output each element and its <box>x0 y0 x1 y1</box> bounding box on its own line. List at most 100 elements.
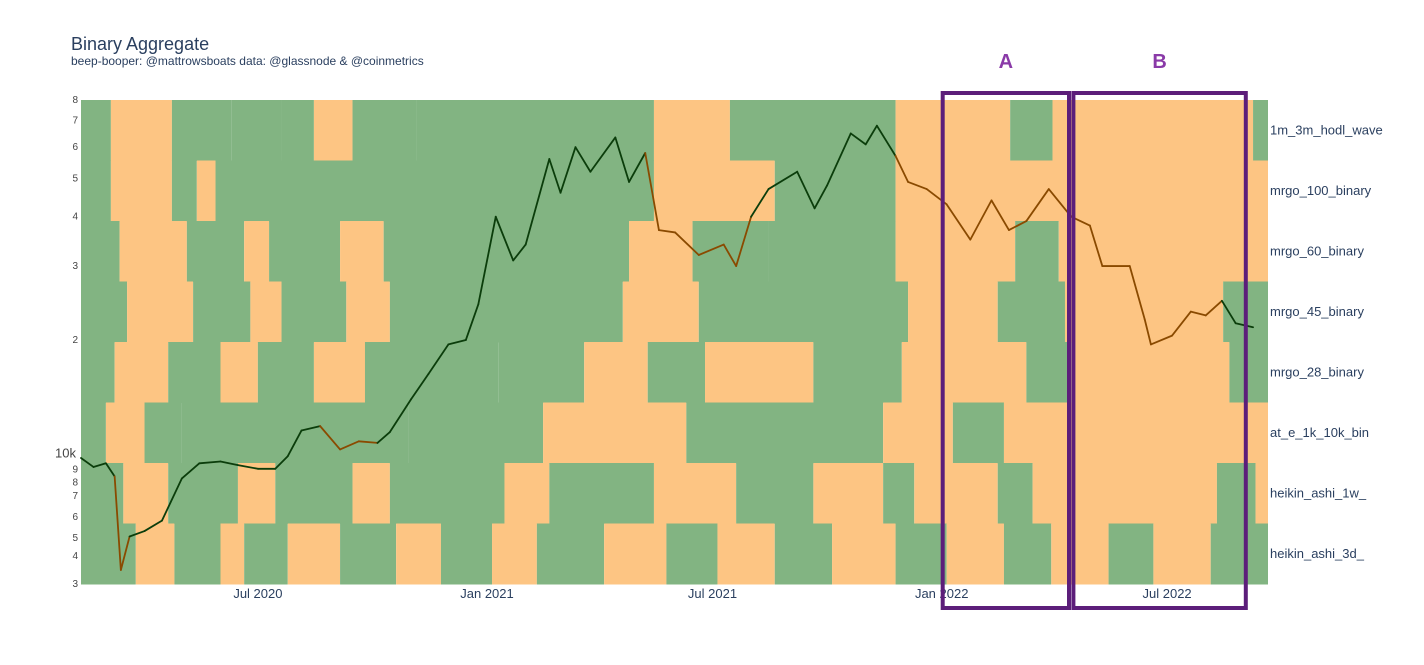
heatmap-cell <box>997 281 1065 343</box>
price-line-segment <box>864 124 878 146</box>
heatmap-cell <box>244 523 288 585</box>
heatmap-cell <box>81 402 106 464</box>
heatmap-cell <box>1032 463 1217 524</box>
price-line-segment <box>161 477 183 522</box>
price-line-segment <box>477 215 497 306</box>
price-line-segment <box>969 199 993 241</box>
annotation-label: A <box>999 51 1013 73</box>
heatmap-cell <box>250 281 282 343</box>
heatmap-cell <box>269 221 341 282</box>
heatmap-cell <box>231 100 282 161</box>
heatmap-cell <box>736 463 814 524</box>
heatmap-cell <box>193 281 251 343</box>
heatmap-cell <box>364 342 499 403</box>
heatmap-cell <box>653 463 737 524</box>
heatmap-cell <box>914 463 998 524</box>
heatmap-cell <box>119 221 187 282</box>
price-line-segment <box>697 243 725 256</box>
row-label: mrgo_28_binary <box>1270 364 1364 379</box>
heatmap-cell <box>813 463 884 524</box>
heatmap-cell <box>440 523 493 585</box>
price-line-segment <box>198 460 222 465</box>
heatmap-cell <box>220 342 258 403</box>
heatmap-cell <box>1153 523 1211 585</box>
heatmap-cell <box>666 523 718 585</box>
price-line-segment <box>1204 299 1223 317</box>
price-line-segment <box>237 464 259 470</box>
heatmap-cell <box>536 523 605 585</box>
heatmap-cell <box>352 463 390 524</box>
heatmap-cell <box>352 100 417 161</box>
price-line-segment <box>796 170 816 210</box>
price-line-segment <box>357 440 379 444</box>
heatmap-cell <box>774 523 833 585</box>
price-line-segment <box>945 203 972 241</box>
y-tick-label: 5 <box>72 533 78 544</box>
heatmap-cell <box>1210 523 1268 585</box>
price-line-segment <box>907 181 928 190</box>
chart-subtitle: beep-booper: @mattrowsboats data: @glass… <box>71 54 424 68</box>
annotation-label: B <box>1152 51 1166 73</box>
heatmap-cell <box>181 402 409 464</box>
heatmap-cell <box>952 402 1004 464</box>
y-tick-label: 4 <box>72 212 78 223</box>
price-line-segment <box>1088 224 1104 267</box>
heatmap-cell <box>653 100 730 161</box>
heatmap-cell <box>313 342 365 403</box>
price-line-segment <box>1025 188 1050 222</box>
heatmap-cell <box>168 463 238 524</box>
price-line-segment <box>119 535 131 571</box>
y-tick-label: 4 <box>72 551 78 562</box>
price-line-segment <box>767 170 799 190</box>
heatmap-cell <box>144 402 182 464</box>
heatmap-cell <box>1108 523 1154 585</box>
price-line-segment <box>128 530 146 538</box>
heatmap-cell <box>389 281 623 343</box>
price-line-segment <box>574 146 592 173</box>
heatmap-cell <box>81 160 111 222</box>
heatmap-cell <box>1052 100 1254 161</box>
price-line-segment <box>319 425 341 451</box>
row-label: heikin_ashi_3d_ <box>1270 546 1365 561</box>
price-line-segment <box>559 146 577 194</box>
heatmap-cell <box>110 100 172 161</box>
heatmap-cell <box>275 463 353 524</box>
heatmap-cell <box>774 160 896 222</box>
heatmap-cell <box>340 523 397 585</box>
x-tick-label: Jan 2021 <box>460 586 514 601</box>
y-tick-label: 6 <box>72 512 78 523</box>
price-line-segment <box>1221 299 1237 325</box>
price-line-segment <box>274 455 289 470</box>
heatmap-cell <box>281 100 314 161</box>
heatmap-cell <box>186 221 245 282</box>
heatmap-cell <box>498 342 585 403</box>
price-line-segment <box>219 460 239 467</box>
chart-title: Binary Aggregate <box>71 34 210 54</box>
heatmap-cell <box>105 402 145 464</box>
price-line-segment <box>388 398 412 433</box>
heatmap-cell <box>692 221 769 282</box>
price-line-segment <box>1008 220 1028 232</box>
heatmap-cell <box>416 100 654 161</box>
heatmap-layer <box>81 100 1268 585</box>
price-line-segment <box>628 152 647 183</box>
heatmap-cell <box>895 160 1268 222</box>
heatmap-cell <box>1003 523 1052 585</box>
heatmap-cell <box>313 100 353 161</box>
heatmap-cell <box>705 342 814 403</box>
heatmap-cell <box>549 463 654 524</box>
price-line-segment <box>589 136 617 173</box>
row-label: mrgo_100_binary <box>1270 183 1372 198</box>
price-line-segment <box>286 429 303 458</box>
price-line-segment <box>735 215 752 267</box>
heatmap-cell <box>1216 463 1256 524</box>
y-tick-label: 10k <box>55 446 76 461</box>
heatmap-cell <box>114 342 169 403</box>
price-line-segment <box>614 136 630 183</box>
row-labels: 1m_3m_hodl_wave mrgo_100_binary mrgo_60_bi… <box>1270 122 1383 561</box>
heatmap-cell <box>832 523 896 585</box>
price-line-segment <box>410 372 430 401</box>
heatmap-cell <box>346 281 390 343</box>
price-line-segment <box>92 462 107 468</box>
